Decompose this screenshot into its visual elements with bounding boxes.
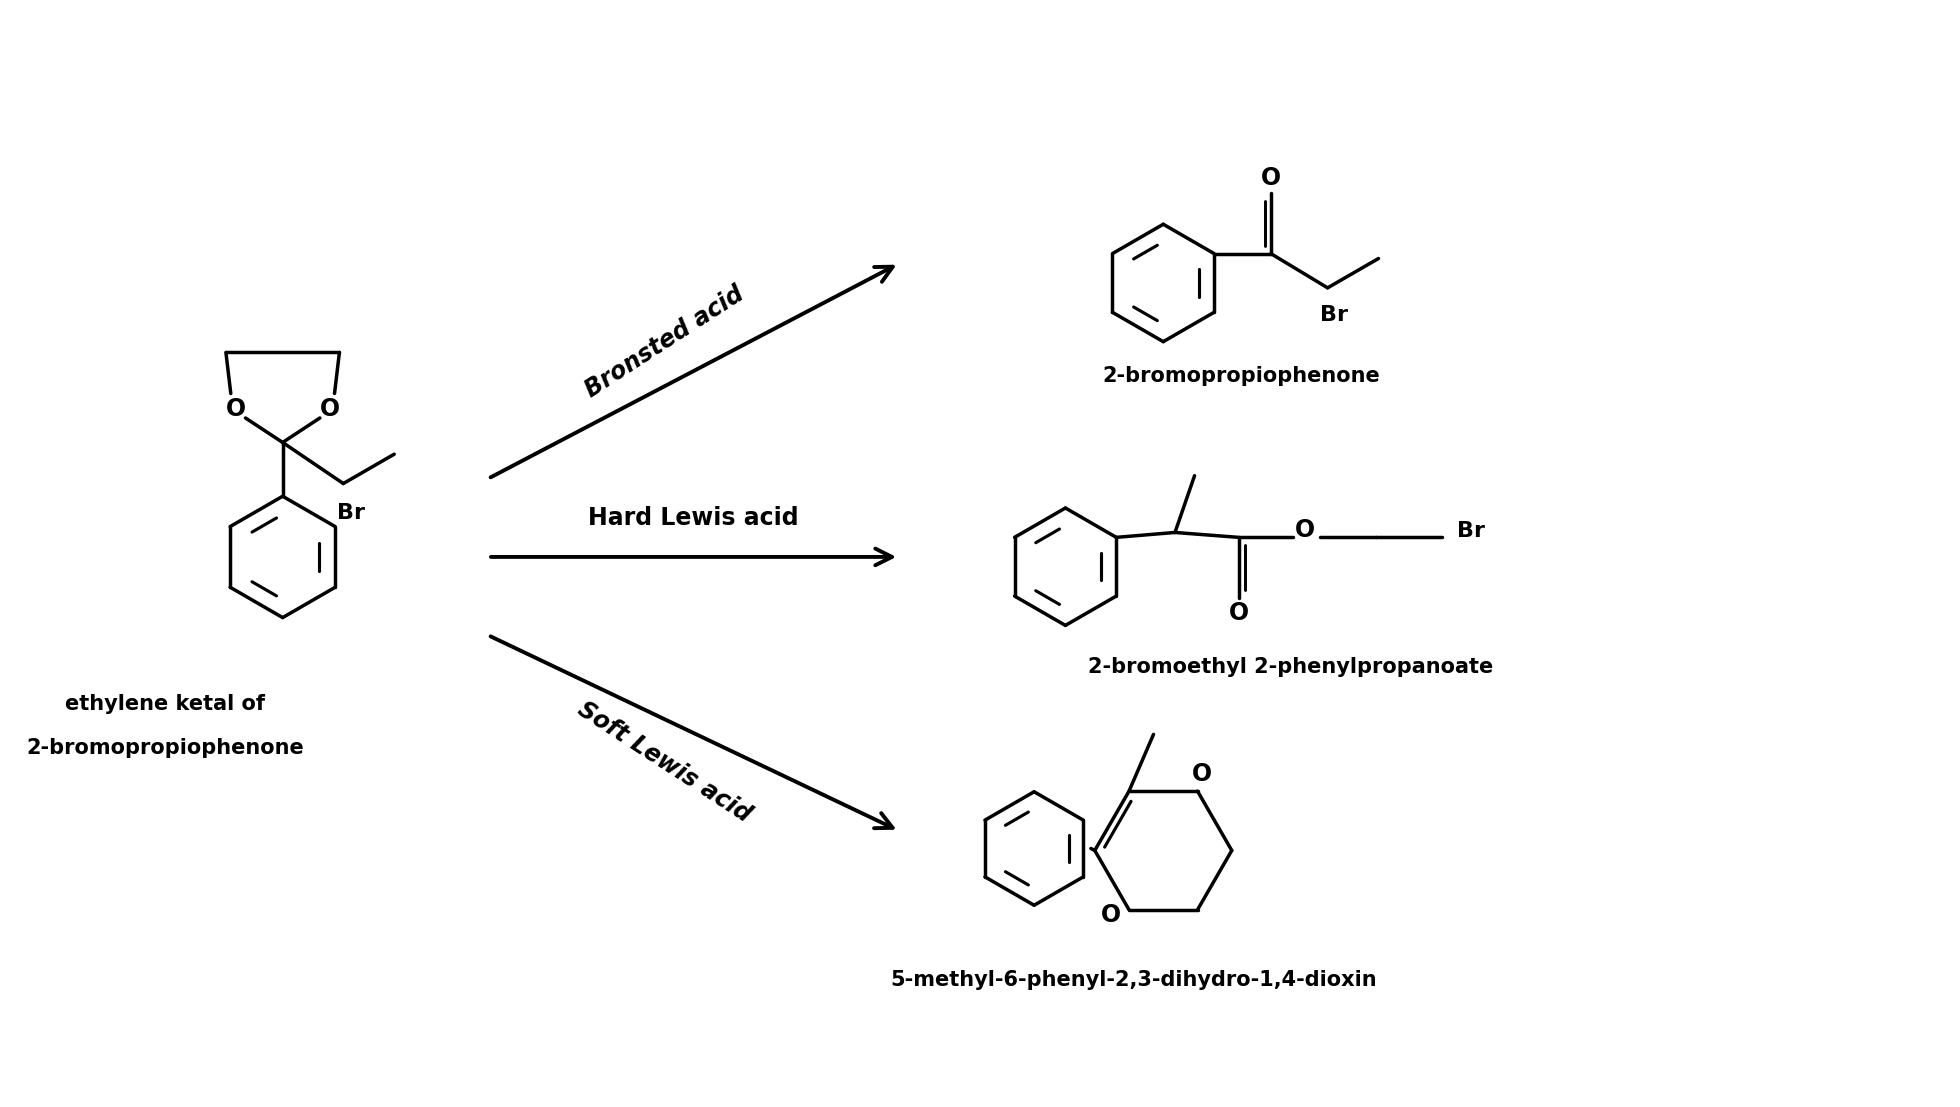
Text: ethylene ketal of: ethylene ketal of: [65, 694, 265, 714]
Text: O: O: [1192, 762, 1213, 786]
Text: O: O: [225, 397, 245, 421]
Text: Bronsted acid: Bronsted acid: [580, 281, 749, 402]
Text: O: O: [319, 397, 339, 421]
Text: 2-bromopropiophenone: 2-bromopropiophenone: [25, 737, 304, 757]
Text: 2-bromoethyl 2-phenylpropanoate: 2-bromoethyl 2-phenylpropanoate: [1088, 656, 1494, 676]
Text: Br: Br: [1458, 520, 1486, 540]
Text: 5-methyl-6-phenyl-2,3-dihydro-1,4-dioxin: 5-methyl-6-phenyl-2,3-dihydro-1,4-dioxin: [890, 970, 1378, 990]
Text: Soft Lewis acid: Soft Lewis acid: [572, 697, 755, 827]
Text: Br: Br: [1321, 306, 1348, 325]
Text: 2-bromopropiophenone: 2-bromopropiophenone: [1103, 366, 1380, 386]
Text: O: O: [1296, 518, 1315, 541]
Text: O: O: [1102, 902, 1121, 927]
Text: Hard Lewis acid: Hard Lewis acid: [588, 506, 800, 530]
Text: O: O: [1229, 601, 1249, 624]
Text: Br: Br: [337, 503, 365, 523]
Text: O: O: [1260, 166, 1282, 190]
